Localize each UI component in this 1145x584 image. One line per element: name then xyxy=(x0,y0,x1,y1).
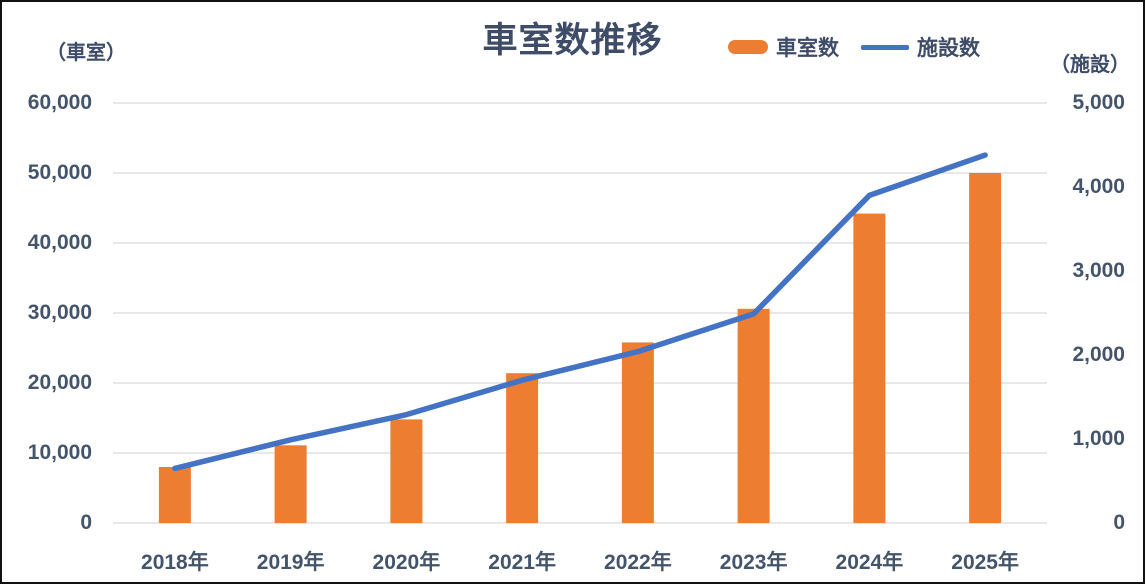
right-axis-tick-label: 3,000 xyxy=(1072,259,1125,282)
right-axis-tick-label: 4,000 xyxy=(1072,175,1125,198)
line-series-swatch-icon xyxy=(861,44,909,50)
x-axis-label: 2022年 xyxy=(604,551,672,574)
bar-2025年 xyxy=(969,173,1002,523)
x-axis-label: 2018年 xyxy=(141,551,209,574)
left-axis-tick-label: 60,000 xyxy=(27,91,92,114)
right-axis-tick-label: 5,000 xyxy=(1072,91,1125,114)
facility-count-line xyxy=(172,152,988,472)
x-axis-label: 2023年 xyxy=(719,551,788,574)
x-axis-label: 2020年 xyxy=(372,551,441,574)
x-axis-label: 2024年 xyxy=(835,551,904,574)
right-axis-tick-label: 2,000 xyxy=(1072,343,1125,366)
bar-2024年 xyxy=(853,213,886,523)
legend-label-line: 施設数 xyxy=(917,37,980,60)
legend: 車室数 施設数 xyxy=(728,32,980,62)
bar-series-swatch-icon xyxy=(728,40,768,54)
bar-2020年 xyxy=(390,419,423,523)
left-axis-tick-label: 0 xyxy=(80,511,92,534)
right-axis-tick-label: 1,000 xyxy=(1072,427,1125,450)
left-axis-tick-label: 30,000 xyxy=(27,301,92,324)
right-axis-unit-label: （施設） xyxy=(1050,54,1130,76)
left-axis-tick-label: 10,000 xyxy=(27,441,92,464)
legend-item-line-series: 施設数 xyxy=(861,32,980,62)
legend-label-bar: 車室数 xyxy=(776,37,839,60)
left-axis-unit-label: （車室） xyxy=(46,42,126,64)
chart-title: 車室数推移 xyxy=(482,21,663,60)
bar-2021年 xyxy=(506,373,539,523)
bar-2022年 xyxy=(621,342,654,523)
bar-2023年 xyxy=(737,308,770,523)
left-axis-tick-label: 40,000 xyxy=(27,231,92,254)
x-axis-label: 2025年 xyxy=(951,551,1019,574)
right-axis-tick-label: 0 xyxy=(1113,511,1125,534)
left-axis-tick-label: 20,000 xyxy=(27,371,92,394)
x-axis-label: 2019年 xyxy=(256,551,325,574)
left-axis-tick-label: 50,000 xyxy=(27,161,92,184)
legend-item-bar-series: 車室数 xyxy=(728,32,839,62)
x-axis-label: 2021年 xyxy=(488,551,556,574)
bar-2018年 xyxy=(158,467,191,523)
bar-2019年 xyxy=(274,445,307,523)
